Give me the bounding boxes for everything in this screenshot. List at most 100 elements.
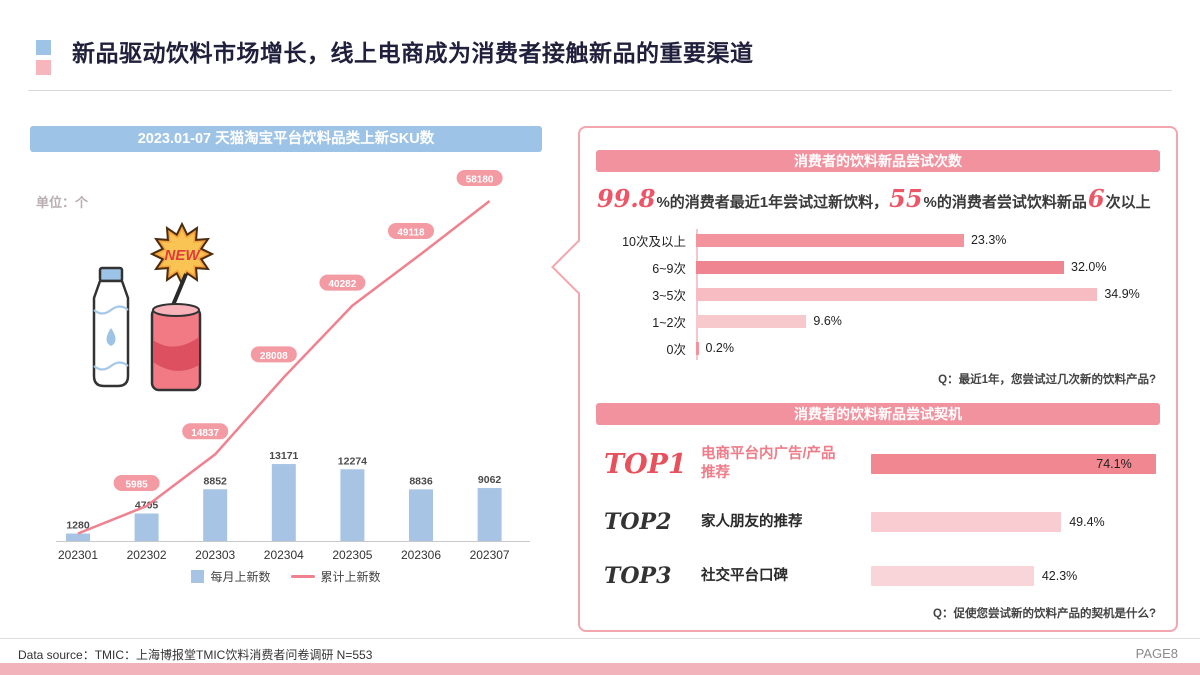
summary-highlight-55: 55 xyxy=(889,184,923,213)
trial-bar-track: 23.3% xyxy=(696,233,1160,247)
trigger-rank: TOP1 xyxy=(604,448,687,480)
trigger-value: 49.4% xyxy=(1069,515,1105,529)
svg-text:40282: 40282 xyxy=(328,279,356,290)
trigger-bar xyxy=(871,512,1062,532)
trial-category-label: 10次及以上 xyxy=(622,235,686,249)
x-tick-label: 202303 xyxy=(195,548,235,562)
trial-value: 34.9% xyxy=(1104,287,1140,301)
water-drop-icon xyxy=(106,328,116,346)
cumulative-badge: 28008 xyxy=(250,346,297,363)
monthly-bar xyxy=(134,513,159,541)
trigger-value: 42.3% xyxy=(1041,569,1078,583)
svg-text:28008: 28008 xyxy=(260,351,288,362)
trial-row: 10次及以上 23.3% xyxy=(596,227,1160,254)
trials-summary: 99.8%的消费者最近1年尝试过新饮料，55%的消费者尝试饮料新品6次以上 xyxy=(596,185,1160,217)
trigger-bar xyxy=(871,454,1157,474)
trigger-label: 家人朋友的推荐 xyxy=(701,513,803,530)
cumulative-line xyxy=(77,200,491,535)
summary-text-3: 次以上 xyxy=(1105,194,1151,211)
cumulative-badge: 5985 xyxy=(113,475,160,492)
beverage-illustration: NEW xyxy=(92,221,215,392)
trigger-bar-track: 42.3% xyxy=(871,566,1160,586)
x-tick-label: 202305 xyxy=(332,548,372,562)
x-tick-label: 202307 xyxy=(470,548,510,562)
summary-text-1: %的消费者最近1年尝试过新饮料， xyxy=(656,194,889,211)
title-divider xyxy=(28,90,1172,91)
trial-bar xyxy=(696,234,964,247)
summary-highlight-6: 6 xyxy=(1087,184,1105,213)
trigger-bar-track: 74.1% xyxy=(871,454,1160,474)
trial-row: 1~2次 9.6% xyxy=(596,308,1160,335)
trial-category-label: 1~2次 xyxy=(652,316,686,330)
triggers-bar-chart: TOP1 电商平台内广告/产品推荐 74.1% TOP2 家人朋友的推荐 49.4% TOP… xyxy=(596,433,1160,603)
trigger-rank: TOP3 xyxy=(604,563,672,589)
trial-bar xyxy=(696,342,699,355)
footer-divider xyxy=(0,638,1200,639)
cumulative-badge: 40282 xyxy=(319,274,366,291)
triggers-question: Q：促使您尝试新的饮料产品的契机是什么? xyxy=(933,608,1156,620)
summary-highlight-99-8: 99.8 xyxy=(597,184,656,213)
soda-can-icon xyxy=(150,273,202,392)
svg-text:49118: 49118 xyxy=(397,227,425,238)
trials-section-header: 消费者的饮料新品尝试次数 xyxy=(596,150,1160,172)
legend-item-cumulative: 累计上新数 xyxy=(290,568,381,585)
monthly-bar xyxy=(66,533,90,541)
trials-question: Q：最近1年，您尝试过几次新的饮料产品? xyxy=(938,374,1156,386)
line-swatch-icon xyxy=(290,575,315,578)
trigger-rank: TOP2 xyxy=(604,509,672,535)
monthly-bar xyxy=(409,489,433,541)
chart-legend: 每月上新数 累计上新数 xyxy=(30,568,542,585)
trial-bar-track: 34.9% xyxy=(696,287,1160,301)
new-badge-text: NEW xyxy=(165,247,202,264)
x-tick-label: 202306 xyxy=(401,548,441,562)
monthly-bar xyxy=(477,488,502,541)
x-tick-label: 202304 xyxy=(264,548,304,562)
bar-value-label: 8836 xyxy=(409,475,433,487)
trigger-row: TOP2 家人朋友的推荐 49.4% xyxy=(596,495,1160,549)
bar-value-label: 13171 xyxy=(269,450,298,462)
x-tick-label: 202301 xyxy=(58,548,98,562)
bottle-icon xyxy=(92,266,130,388)
new-badge-inner-icon xyxy=(158,230,206,278)
page-number: PAGE8 xyxy=(1135,646,1178,661)
trial-bar xyxy=(696,315,807,328)
trial-category-label: 6~9次 xyxy=(652,262,686,276)
trial-value: 23.3% xyxy=(970,233,1007,247)
trigger-row: TOP3 社交平台口碑 42.3% xyxy=(596,549,1160,603)
trial-category-label: 0次 xyxy=(666,343,686,357)
bar-value-label: 8852 xyxy=(204,475,228,487)
trigger-label: 电商平台内广告/产品推荐 xyxy=(701,446,836,481)
unit-label: 单位：个 xyxy=(36,195,89,210)
svg-text:14837: 14837 xyxy=(191,428,219,439)
trial-bar-track: 0.2% xyxy=(696,341,1160,355)
sku-combo-chart: 1280202301470520230288522023031317120230… xyxy=(56,170,530,562)
monthly-bar xyxy=(271,464,296,541)
trigger-bar xyxy=(871,566,1034,586)
trial-value: 0.2% xyxy=(705,341,735,355)
trial-value: 9.6% xyxy=(813,314,842,328)
trial-row: 0次 0.2% xyxy=(596,335,1160,362)
monthly-bar xyxy=(203,489,228,541)
trial-bar-track: 9.6% xyxy=(696,314,1160,328)
title-bullets xyxy=(36,40,51,75)
trial-bar-track: 32.0% xyxy=(696,260,1160,274)
page-title: 新品驱动饮料市场增长，线上电商成为消费者接触新品的重要渠道 xyxy=(72,40,754,66)
trial-value: 32.0% xyxy=(1071,260,1107,274)
bar-value-label: 1280 xyxy=(66,520,90,532)
cumulative-badge: 14837 xyxy=(182,423,229,440)
summary-text-2: %的消费者尝试饮料新品 xyxy=(923,194,1087,211)
sku-chart-panel: 2023.01-07 天猫淘宝平台饮料品类上新SKU数 单位：个 1280 202… xyxy=(30,126,542,596)
bar-value-label: 9062 xyxy=(478,474,502,486)
bar-value-label: 12274 xyxy=(338,455,367,467)
trial-bar xyxy=(696,261,1064,274)
bottom-accent-strip xyxy=(0,663,1200,675)
bar-swatch-icon xyxy=(191,570,205,583)
trigger-row: TOP1 电商平台内广告/产品推荐 74.1% xyxy=(596,433,1160,495)
trial-category-label: 3~5次 xyxy=(652,289,686,303)
monthly-bar xyxy=(340,469,365,541)
trial-bar xyxy=(696,288,1098,301)
title-bullet-blue-icon xyxy=(36,40,51,55)
cumulative-badge: 49118 xyxy=(388,222,434,239)
cumulative-badge: 58180 xyxy=(456,170,503,186)
